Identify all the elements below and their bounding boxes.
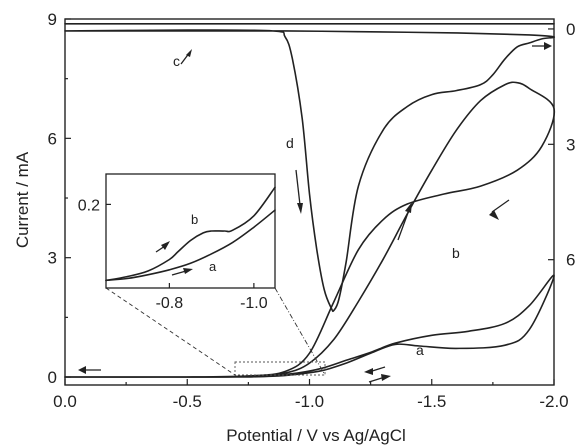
y-tick-label: 9	[48, 10, 57, 29]
inset-y-tick-label: 0.2	[78, 197, 100, 214]
right-y-tick-label: 0	[566, 20, 575, 39]
inset-x-tick-label: -1.0	[240, 295, 268, 312]
y-tick-label: 6	[48, 129, 57, 148]
curve-b	[64, 81, 556, 378]
inset-curves	[105, 186, 276, 282]
curve-a	[64, 274, 555, 378]
zoom-guide-left	[105, 287, 236, 376]
x-tick-label: -1.0	[295, 392, 324, 411]
inset-axis-ticks: -0.8 -1.0 0.2	[78, 197, 268, 312]
curve-label-b: b	[452, 245, 460, 261]
scan-direction-arrows	[78, 42, 552, 383]
y-tick-label: 0	[48, 368, 57, 387]
main-axis-ticks: 0.0 -0.5 -1.0 -1.5 -2.0 0 3 6 9 0 3 6	[48, 10, 576, 411]
y-tick-label: 3	[48, 249, 57, 268]
zoom-region-box	[234, 361, 326, 376]
y-axis-title: Current / mA	[13, 151, 32, 248]
curve-label-d: d	[286, 135, 294, 151]
curve-d	[64, 29, 556, 313]
inset-frame	[105, 173, 276, 289]
x-tick-label: -1.5	[417, 392, 446, 411]
right-y-tick-label: 6	[566, 251, 575, 270]
x-tick-label: -2.0	[539, 392, 568, 411]
curve-label-c: c	[173, 53, 180, 69]
inset-curve-b	[105, 186, 276, 282]
right-y-tick-label: 3	[566, 135, 575, 154]
curve-label-a: a	[416, 342, 424, 358]
zoom-guide-right	[274, 287, 326, 376]
x-axis-title: Potential / V vs Ag/AgCl	[226, 426, 406, 445]
inset-x-tick-label: -0.8	[156, 295, 184, 312]
inset-curve-label-b: b	[191, 212, 198, 227]
x-tick-label: -0.5	[173, 392, 202, 411]
x-tick-label: 0.0	[53, 392, 77, 411]
inset-curve-label-a: a	[209, 259, 217, 274]
main-curves	[64, 22, 556, 378]
inset-curve-a	[105, 209, 276, 282]
